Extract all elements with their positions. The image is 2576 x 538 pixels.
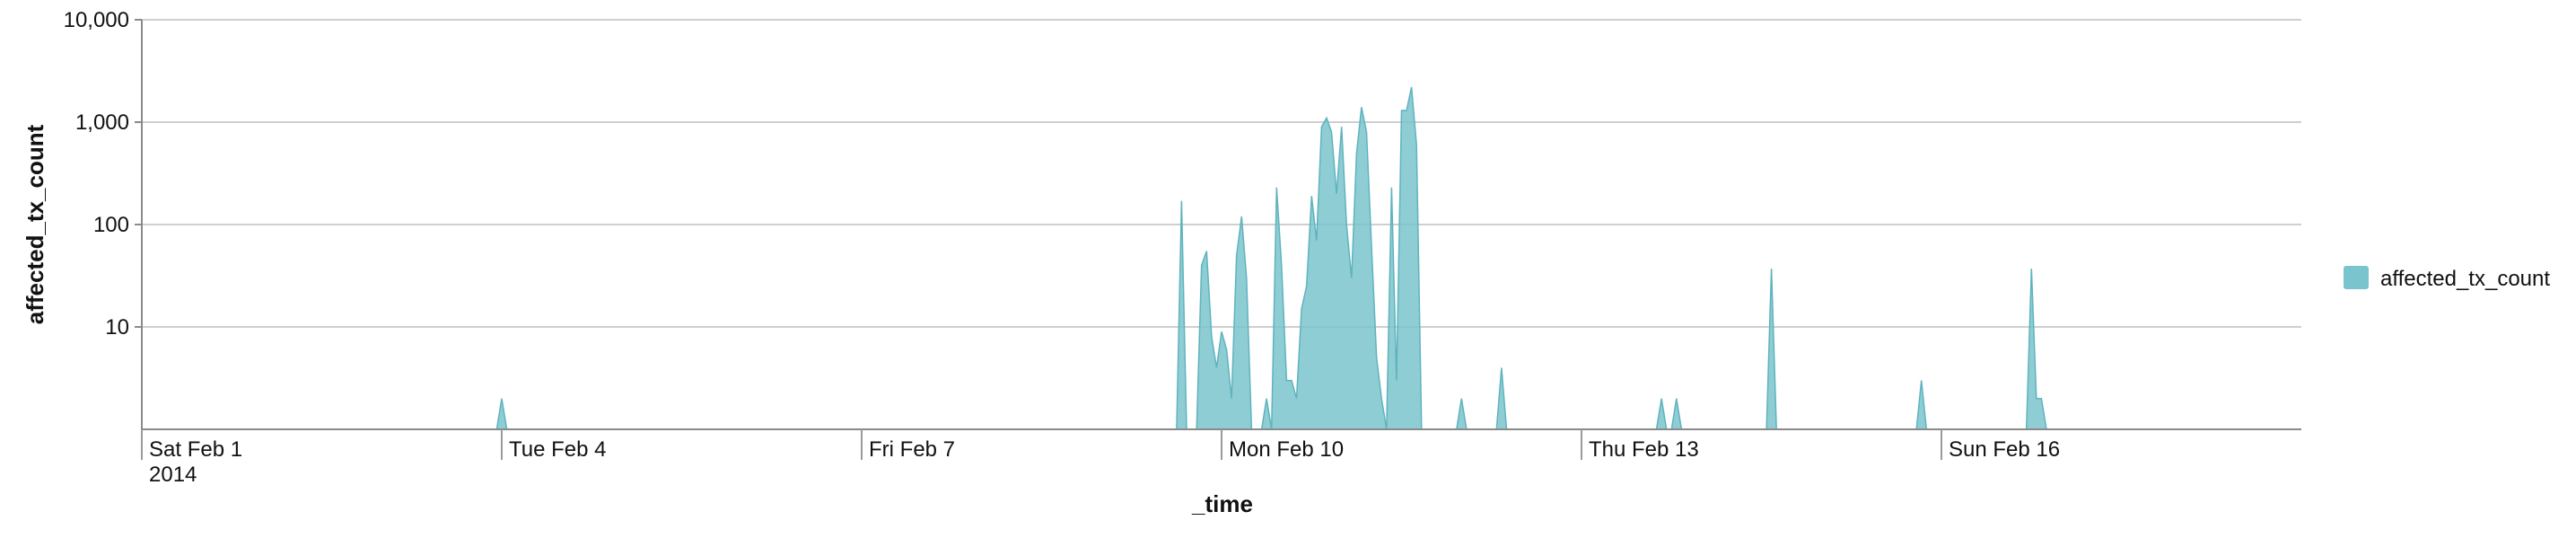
legend[interactable]: affected_tx_count xyxy=(2344,266,2550,291)
y-axis-title: affected_tx_count xyxy=(22,124,48,324)
x-tick-label: Thu Feb 13 xyxy=(1589,437,1699,462)
area-segment xyxy=(1766,269,1777,430)
x-tick-label: Fri Feb 7 xyxy=(869,437,955,462)
area-segment xyxy=(1196,216,1253,430)
x-tick-sublabel: 2014 xyxy=(149,463,197,487)
area-segment xyxy=(1260,398,1273,430)
area-segment xyxy=(1670,398,1683,430)
area-segment xyxy=(1495,367,1508,430)
area-segment xyxy=(1455,398,1468,430)
y-tick-label: 1,000 xyxy=(75,110,129,135)
y-tick-label: 10 xyxy=(105,315,129,340)
area-segment xyxy=(1915,380,1928,430)
area-segment xyxy=(495,398,508,430)
x-axis-title: _time xyxy=(1191,490,1253,517)
area-segment xyxy=(1655,398,1668,430)
y-tick-label: 100 xyxy=(93,213,129,237)
area-segment xyxy=(1270,107,1388,430)
series-areas xyxy=(495,86,2047,430)
legend-swatch xyxy=(2344,266,2369,289)
legend-label: affected_tx_count xyxy=(2380,267,2550,291)
x-tick-label: Sun Feb 16 xyxy=(1949,437,2060,462)
area-segment xyxy=(2025,269,2047,430)
area-segment xyxy=(1386,86,1423,430)
area-segment xyxy=(1176,200,1187,430)
x-tick-label: Mon Feb 10 xyxy=(1229,437,1344,462)
x-tick-label: Sat Feb 1 xyxy=(149,437,242,462)
y-tick-labels: 10 100 1,000 10,000 xyxy=(64,8,142,340)
y-tick-label: 10,000 xyxy=(64,8,129,32)
gridlines xyxy=(142,19,2301,328)
x-tick-label: Tue Feb 4 xyxy=(509,437,607,462)
